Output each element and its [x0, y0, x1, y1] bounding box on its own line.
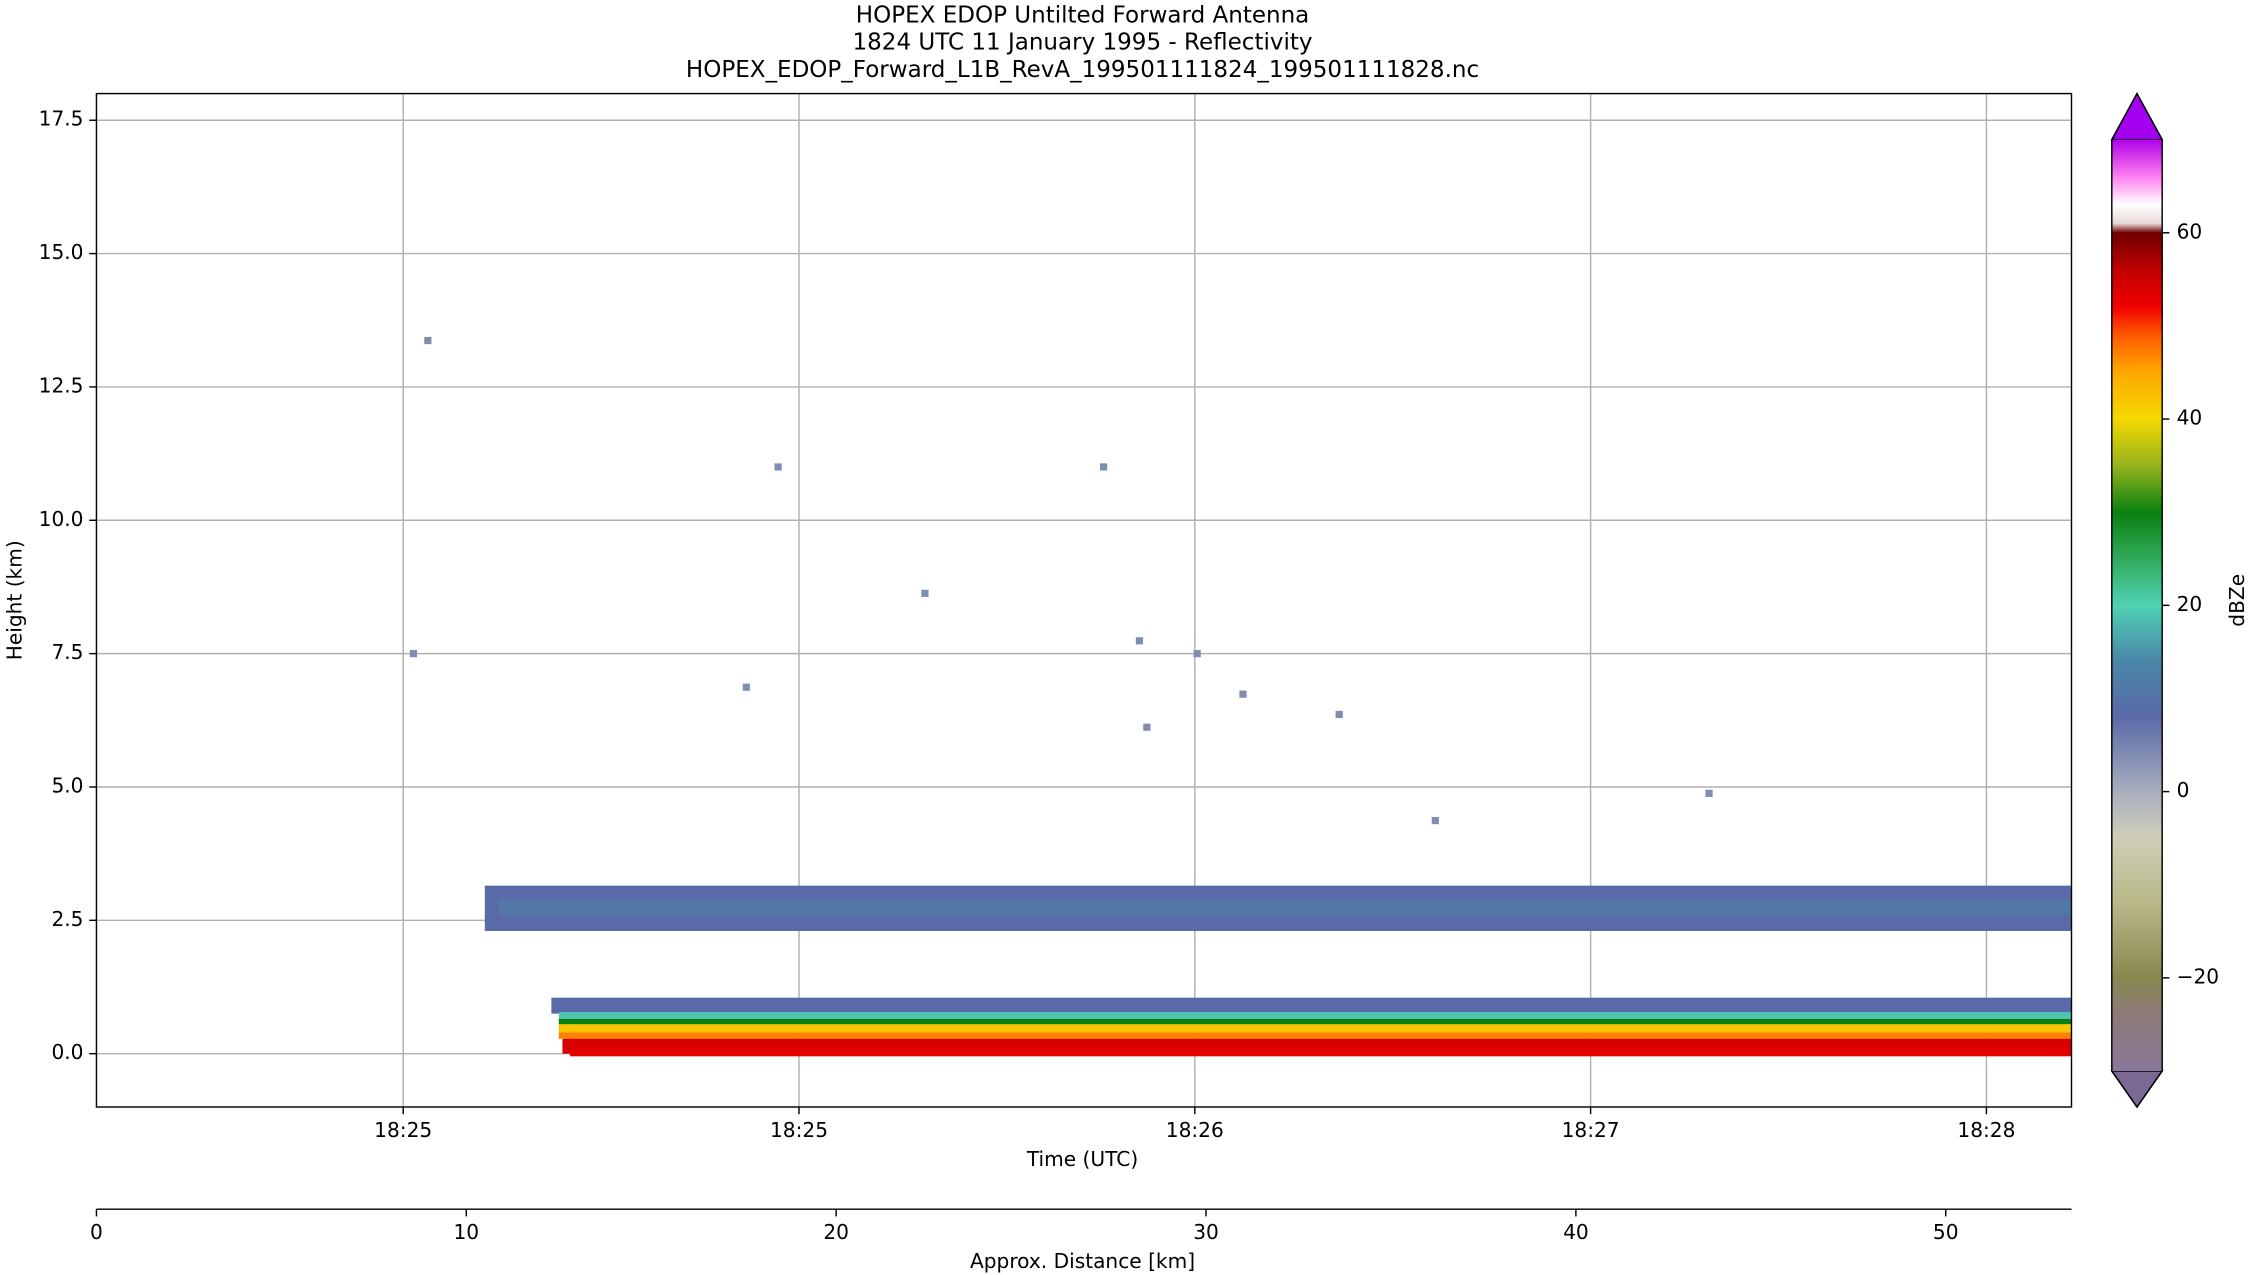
y-axis-label: Height (km) [2, 540, 26, 660]
x2-tick-label: 50 [1933, 1220, 1959, 1244]
y-tick-label: 2.5 [51, 907, 83, 931]
plot-area [96, 93, 2072, 1108]
x2-tick-label: 40 [1563, 1220, 1589, 1244]
chart-subtitle: 1824 UTC 11 January 1995 - Reflectivity [853, 30, 1313, 56]
y-tick-label: 0.0 [51, 1040, 83, 1064]
y-tick-label: 5.0 [51, 773, 83, 797]
file-name: HOPEX_EDOP_Forward_L1B_RevA_199501111824… [686, 57, 1479, 83]
reflectivity-layer [551, 997, 2072, 1014]
x2-axis-label: Approx. Distance [km] [970, 1249, 1195, 1273]
reflectivity-point [921, 589, 929, 597]
reflectivity-point [409, 650, 418, 658]
reflectivity-point [1335, 710, 1343, 719]
x-tick-label: 18:25 [374, 1118, 432, 1142]
x-tick-label: 18:27 [1562, 1118, 1620, 1142]
reflectivity-layer [569, 1048, 2072, 1057]
colorbar-under [2110, 1070, 2164, 1109]
reflectivity-point [424, 336, 432, 345]
reflectivity-layer [558, 1024, 2072, 1033]
reflectivity-point [1143, 723, 1151, 731]
y-tick-label: 12.5 [39, 373, 84, 397]
colorbar [2111, 139, 2163, 1072]
reflectivity-point [1705, 789, 1713, 797]
reflectivity-layer [558, 1012, 2072, 1019]
reflectivity-point [774, 463, 782, 471]
x-tick-label: 18:28 [1957, 1118, 2015, 1142]
y-tick-label: 10.0 [39, 507, 84, 531]
colorbar-tick-label: 40 [2177, 406, 2203, 430]
x2-tick-label: 20 [823, 1220, 849, 1244]
x-axis-label: Time (UTC) [1026, 1147, 1138, 1171]
colorbar-over [2110, 92, 2164, 141]
colorbar-frame [2111, 92, 2163, 1109]
colorbar-tick-label: 20 [2177, 592, 2203, 616]
x2-tick-label: 10 [453, 1220, 479, 1244]
x2-tick-label: 0 [90, 1220, 103, 1244]
y-tick-label: 15.0 [39, 240, 84, 264]
colorbar-tick-label: 60 [2177, 219, 2203, 243]
reflectivity-point [1431, 816, 1439, 825]
plot-frame [95, 92, 2073, 1108]
reflectivity-point [1239, 690, 1247, 698]
x-tick-label: 18:25 [770, 1118, 828, 1142]
reflectivity-layer [558, 1018, 2072, 1025]
reflectivity-layer [558, 1032, 2072, 1039]
x-tick-label: 18:26 [1166, 1118, 1224, 1142]
y-tick-label: 17.5 [39, 107, 84, 131]
colorbar-tick-label: −20 [2177, 964, 2220, 988]
reflectivity-point [1135, 637, 1144, 645]
reflectivity-point [1193, 650, 1201, 658]
reflectivity-point [1099, 463, 1108, 471]
x2-tick-label: 30 [1193, 1220, 1219, 1244]
reflectivity-point [742, 683, 750, 691]
chart-title: HOPEX EDOP Untilted Forward Antenna [856, 2, 1310, 28]
reflectivity-layer [499, 898, 2072, 915]
y-tick-label: 7.5 [51, 640, 83, 664]
colorbar-label: dBZe [2225, 574, 2249, 627]
colorbar-tick-label: 0 [2177, 778, 2190, 802]
